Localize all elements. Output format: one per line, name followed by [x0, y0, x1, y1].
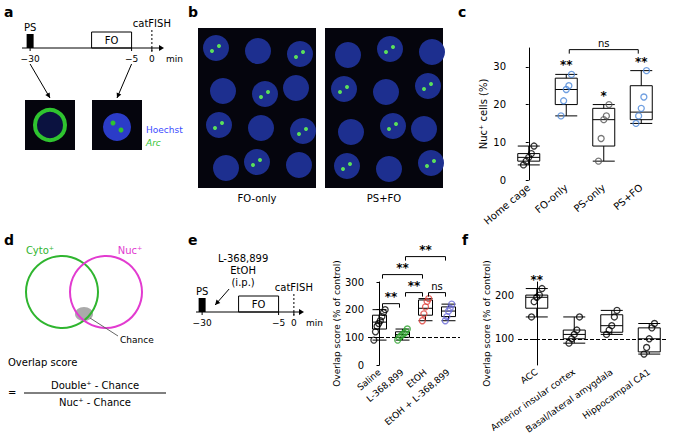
svg-text:Anterior insular cortex: Anterior insular cortex [488, 366, 578, 433]
svg-text:FO-only: FO-only [533, 182, 570, 215]
svg-text:Cyto⁺: Cyto⁺ [26, 245, 54, 256]
svg-text:**: ** [396, 261, 409, 275]
svg-text:EtOH + L-368,899: EtOH + L-368,899 [383, 367, 452, 427]
svg-text:200: 200 [495, 290, 514, 301]
svg-text:**: ** [635, 55, 648, 69]
svg-text:Hoechst: Hoechst [146, 125, 183, 135]
svg-text:d: d [4, 232, 14, 248]
svg-text:a: a [4, 4, 13, 20]
svg-text:−5: −5 [125, 54, 138, 64]
svg-text:Nuc⁺ cells (%): Nuc⁺ cells (%) [478, 79, 489, 150]
svg-text:b: b [188, 4, 198, 20]
svg-text:c: c [458, 4, 466, 20]
svg-text:e: e [188, 232, 198, 248]
svg-text:PS+FO: PS+FO [611, 182, 645, 213]
svg-text:Double⁺ - Chance: Double⁺ - Chance [51, 380, 139, 391]
svg-text:L-368,899: L-368,899 [218, 253, 268, 264]
svg-text:Overlap score (% of control): Overlap score (% of control) [332, 260, 342, 386]
svg-text:FO: FO [105, 35, 119, 46]
svg-text:PS: PS [196, 286, 208, 297]
svg-text:L-368,899: L-368,899 [365, 367, 406, 404]
svg-text:**: ** [419, 243, 432, 257]
svg-text:FO: FO [252, 299, 266, 310]
svg-text:Nuc⁺: Nuc⁺ [118, 245, 143, 256]
svg-text:−5: −5 [272, 318, 285, 328]
svg-text:**: ** [530, 273, 543, 287]
svg-text:0: 0 [358, 360, 364, 371]
svg-text:catFISH: catFISH [133, 18, 171, 29]
svg-text:*: * [601, 89, 608, 103]
svg-text:0: 0 [500, 175, 506, 186]
svg-text:=: = [8, 387, 16, 398]
svg-text:Overlap score (% of control): Overlap score (% of control) [482, 260, 492, 386]
svg-text:**: ** [385, 290, 398, 304]
svg-text:ns: ns [598, 38, 610, 49]
svg-text:(i.p.): (i.p.) [231, 277, 254, 288]
svg-text:Home cage: Home cage [482, 182, 533, 227]
svg-text:ACC: ACC [519, 367, 540, 386]
svg-text:min: min [166, 54, 183, 64]
svg-text:PS+FO: PS+FO [367, 193, 402, 204]
svg-text:Chance: Chance [120, 335, 154, 345]
svg-text:PS-only: PS-only [572, 182, 608, 214]
svg-text:Saline: Saline [355, 367, 383, 393]
svg-text:0: 0 [149, 54, 155, 64]
svg-text:**: ** [408, 279, 421, 293]
svg-text:PS: PS [24, 22, 36, 33]
svg-text:20: 20 [493, 99, 506, 110]
svg-text:100: 100 [495, 333, 514, 344]
svg-text:Arc: Arc [145, 138, 161, 148]
svg-text:−30: −30 [193, 318, 212, 328]
svg-text:Basal/lateral amygdala: Basal/lateral amygdala [524, 366, 615, 435]
svg-text:ns: ns [431, 281, 443, 292]
svg-text:300: 300 [345, 277, 364, 288]
svg-text:FO-only: FO-only [238, 193, 277, 204]
svg-text:Nuc⁺ - Chance: Nuc⁺ - Chance [59, 397, 131, 408]
svg-text:100: 100 [345, 332, 364, 343]
svg-text:catFISH: catFISH [275, 282, 313, 293]
svg-text:f: f [462, 232, 469, 248]
svg-text:EtOH: EtOH [230, 265, 256, 276]
svg-text:−30: −30 [21, 54, 40, 64]
svg-text:200: 200 [345, 304, 364, 315]
svg-text:0: 0 [291, 318, 297, 328]
svg-text:30: 30 [493, 61, 506, 72]
svg-text:**: ** [560, 58, 573, 72]
svg-text:min: min [306, 318, 323, 328]
svg-text:10: 10 [493, 137, 506, 148]
svg-text:Hippocampal CA1: Hippocampal CA1 [581, 367, 652, 421]
svg-text:Overlap score: Overlap score [8, 357, 77, 368]
